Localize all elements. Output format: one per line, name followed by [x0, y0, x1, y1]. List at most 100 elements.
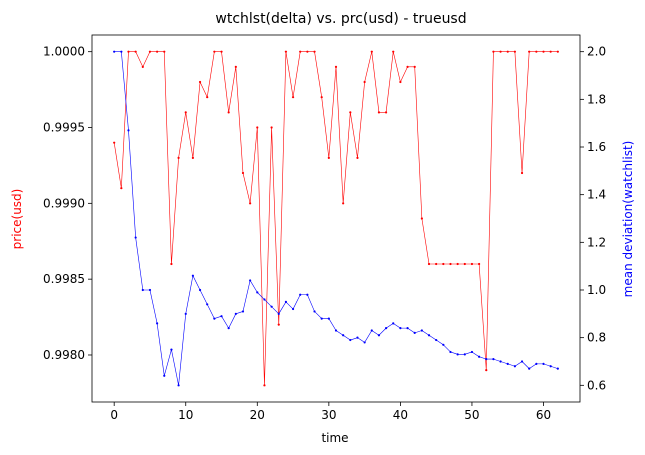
- watchlist-data-point: [377, 334, 381, 337]
- price-data-point: [420, 217, 423, 220]
- x-tick-label: 0: [110, 408, 118, 422]
- watchlist-data-point: [485, 358, 488, 361]
- price-data-point: [435, 262, 438, 266]
- watchlist-data-point: [349, 338, 352, 342]
- price-data-point: [191, 156, 194, 159]
- watchlist-data-point: [277, 312, 280, 315]
- price-data-point: [184, 111, 187, 114]
- watchlist-data-point: [384, 327, 388, 330]
- price-data-point: [163, 50, 166, 53]
- y-left-tick-label: 1.0000: [43, 45, 85, 59]
- price-data-point: [327, 156, 330, 159]
- x-tick-label: 40: [393, 408, 408, 422]
- watchlist-data-point: [148, 288, 152, 292]
- watchlist-data-point: [141, 288, 144, 292]
- watchlist-data-point: [549, 365, 552, 368]
- chart-title: wtchlst(delta) vs. prc(usd) - trueusd: [215, 11, 466, 27]
- watchlist-data-point: [420, 329, 423, 332]
- price-data-point: [277, 323, 280, 326]
- price-data-point: [306, 50, 309, 53]
- watchlist-data-point: [449, 350, 452, 354]
- price-data-point: [463, 262, 466, 266]
- watchlist-data-point: [313, 310, 316, 313]
- price-data-point: [220, 50, 223, 53]
- watchlist-data-point: [342, 334, 345, 337]
- x-tick-label: 60: [536, 408, 551, 422]
- watchlist-data-point: [184, 312, 187, 315]
- watchlist-data-point: [256, 291, 259, 294]
- price-data-point: [549, 50, 552, 53]
- price-data-point: [499, 50, 502, 53]
- price-data-point: [334, 65, 338, 68]
- y-left-axis: 0.9980 0.9985 0.9990 0.9995 1.0000: [43, 45, 92, 362]
- watchlist-data-point: [113, 50, 116, 53]
- watchlist-data-point: [120, 50, 123, 53]
- watchlist-data-point: [206, 303, 209, 306]
- price-data-point: [127, 50, 130, 53]
- x-tick-label: 20: [250, 408, 265, 422]
- price-data-point: [377, 111, 381, 114]
- watchlist-data-point: [270, 305, 273, 308]
- price-data-point: [456, 262, 459, 266]
- price-data-point: [542, 50, 545, 53]
- price-data-point: [291, 96, 295, 99]
- watchlist-data-point: [399, 327, 402, 330]
- price-data-point: [392, 50, 395, 53]
- watchlist-data-point: [370, 329, 373, 332]
- price-data-point: [513, 50, 516, 53]
- watchlist-data-point: [356, 336, 359, 339]
- price-data-point: [370, 50, 373, 53]
- watchlist-data-point: [427, 334, 431, 337]
- watchlist-data-point: [392, 322, 395, 325]
- watchlist-data-point: [506, 362, 509, 365]
- y-right-tick-label: 1.2: [587, 235, 606, 249]
- y-right-tick-label: 1.6: [587, 140, 606, 154]
- price-data-point: [227, 111, 230, 114]
- price-data-point: [535, 50, 538, 53]
- price-data-point: [485, 369, 488, 372]
- x-axis-label: time: [321, 431, 348, 445]
- price-data-point: [363, 80, 366, 84]
- watchlist-data-point: [535, 362, 538, 365]
- plot-area: [91, 34, 581, 403]
- watchlist-data-point: [542, 362, 545, 365]
- price-data-point: [313, 50, 316, 53]
- price-data-point: [478, 262, 481, 266]
- price-data-point: [342, 202, 345, 205]
- watchlist-data-point: [334, 329, 338, 332]
- watchlist-data-point: [492, 358, 495, 361]
- price-data-point: [356, 156, 359, 159]
- price-data-point: [113, 141, 116, 144]
- price-data-point: [148, 50, 152, 53]
- watchlist-data-point: [478, 355, 481, 358]
- watchlist-data-point: [127, 129, 130, 132]
- x-tick-label: 10: [178, 408, 193, 422]
- y-right-tick-label: 0.8: [587, 331, 606, 345]
- watchlist-data-point: [156, 322, 159, 325]
- watchlist-data-point: [520, 360, 524, 363]
- x-tick-label: 50: [464, 408, 479, 422]
- y-left-tick-label: 0.9995: [43, 121, 85, 135]
- price-data-point: [528, 50, 531, 53]
- series-layer: [113, 50, 559, 387]
- price-data-point: [399, 80, 402, 84]
- price-data-point: [470, 262, 474, 266]
- watchlist-data-point: [220, 315, 223, 318]
- price-data-point: [520, 171, 524, 175]
- watchlist-data-point: [170, 348, 173, 351]
- price-data-point: [442, 262, 445, 266]
- price-data-point: [141, 65, 144, 68]
- price-data-point: [198, 80, 202, 84]
- watchlist-data-point: [163, 374, 166, 377]
- price-data-point: [263, 384, 266, 387]
- y-left-tick-label: 0.9985: [43, 272, 85, 286]
- watchlist-data-point: [291, 307, 295, 311]
- watchlist-data-point: [556, 367, 559, 370]
- price-data-point: [134, 50, 137, 53]
- watchlist-data-point: [406, 327, 409, 330]
- price-data-point: [234, 65, 237, 68]
- watchlist-data-point: [177, 384, 180, 387]
- watchlist-data-point: [299, 293, 302, 296]
